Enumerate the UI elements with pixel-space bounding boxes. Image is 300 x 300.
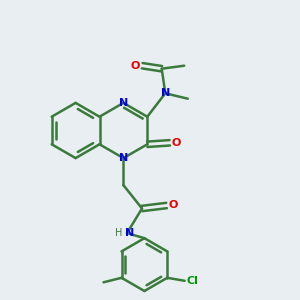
Text: O: O xyxy=(169,200,178,211)
Text: Cl: Cl xyxy=(186,276,198,286)
Text: N: N xyxy=(119,98,128,108)
Text: N: N xyxy=(119,153,128,163)
Text: O: O xyxy=(172,138,181,148)
Text: H: H xyxy=(115,227,122,238)
Text: N: N xyxy=(125,228,135,238)
Text: N: N xyxy=(161,88,170,98)
Text: O: O xyxy=(131,61,140,71)
